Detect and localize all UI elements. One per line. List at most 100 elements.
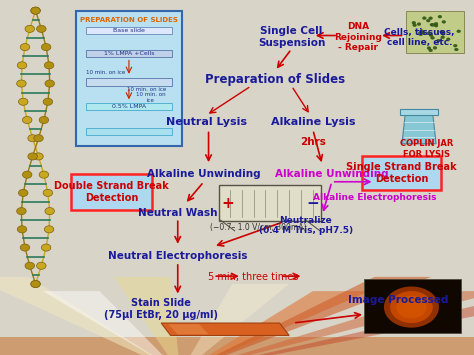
Text: Single Cell
Suspension: Single Cell Suspension (258, 27, 325, 48)
Circle shape (20, 44, 30, 51)
Circle shape (431, 23, 435, 26)
Circle shape (28, 153, 37, 160)
Circle shape (427, 47, 431, 49)
Circle shape (45, 226, 54, 233)
Circle shape (447, 38, 450, 41)
Circle shape (427, 32, 430, 35)
Circle shape (384, 286, 439, 328)
Circle shape (45, 208, 55, 215)
FancyBboxPatch shape (406, 11, 464, 53)
Text: Neutralize
(0.4 M Tris, pH7.5): Neutralize (0.4 M Tris, pH7.5) (259, 216, 353, 235)
FancyBboxPatch shape (219, 185, 321, 221)
Circle shape (453, 44, 457, 47)
Circle shape (438, 15, 442, 18)
Circle shape (441, 32, 445, 35)
Text: Preparation of Slides: Preparation of Slides (205, 73, 345, 86)
Circle shape (41, 44, 51, 51)
FancyBboxPatch shape (86, 103, 172, 110)
Polygon shape (180, 302, 474, 355)
Text: +: + (221, 196, 234, 211)
Polygon shape (43, 291, 180, 355)
Circle shape (34, 135, 43, 142)
Text: −: − (307, 196, 319, 211)
FancyBboxPatch shape (86, 78, 172, 86)
Circle shape (442, 21, 446, 23)
Text: 10 min. on
ice: 10 min. on ice (136, 92, 165, 103)
Circle shape (426, 19, 430, 22)
Polygon shape (180, 277, 431, 355)
Circle shape (20, 244, 30, 251)
Circle shape (17, 62, 27, 69)
Text: 1% LMPA +Cells: 1% LMPA +Cells (104, 51, 154, 56)
Circle shape (43, 189, 53, 196)
Text: Double Strand Break
Detection: Double Strand Break Detection (54, 181, 169, 202)
Circle shape (441, 36, 445, 39)
Text: Alkaline Electrophoresis: Alkaline Electrophoresis (313, 192, 436, 202)
Circle shape (39, 116, 49, 124)
Circle shape (434, 22, 438, 25)
FancyBboxPatch shape (86, 128, 172, 135)
Circle shape (22, 116, 32, 124)
Circle shape (31, 280, 40, 288)
Circle shape (428, 17, 432, 20)
Circle shape (25, 262, 35, 269)
Text: Neutral Wash: Neutral Wash (138, 208, 218, 218)
Text: Neutral Electrophoresis: Neutral Electrophoresis (108, 251, 247, 261)
Polygon shape (180, 284, 289, 355)
Circle shape (455, 48, 458, 51)
Text: Neutral Lysis: Neutral Lysis (166, 118, 246, 127)
Circle shape (17, 226, 27, 233)
Polygon shape (0, 277, 180, 355)
Circle shape (417, 23, 421, 26)
Circle shape (419, 32, 422, 34)
Text: Stain Slide
(75μl EtBr, 20 μg/ml): Stain Slide (75μl EtBr, 20 μg/ml) (104, 298, 218, 320)
FancyBboxPatch shape (0, 337, 474, 355)
Text: DNA
Rejoining
- Repair: DNA Rejoining - Repair (334, 22, 382, 52)
Circle shape (18, 98, 28, 105)
Text: COPLIN JAR
FOR LYSIS: COPLIN JAR FOR LYSIS (400, 140, 453, 159)
Circle shape (429, 49, 433, 52)
Circle shape (25, 25, 35, 32)
Circle shape (34, 153, 43, 160)
FancyBboxPatch shape (76, 11, 182, 146)
FancyBboxPatch shape (400, 109, 438, 115)
Text: Alkaline Unwinding: Alkaline Unwinding (275, 169, 389, 179)
Text: 0.5% LMPA: 0.5% LMPA (112, 104, 146, 109)
Text: Alkaline Unwinding: Alkaline Unwinding (147, 169, 261, 179)
Circle shape (403, 301, 420, 313)
FancyBboxPatch shape (364, 279, 461, 333)
Circle shape (31, 280, 40, 288)
Circle shape (31, 7, 40, 14)
Circle shape (45, 62, 54, 69)
Circle shape (434, 24, 438, 27)
Polygon shape (180, 291, 370, 355)
Circle shape (36, 262, 46, 269)
Polygon shape (402, 114, 436, 144)
FancyBboxPatch shape (86, 27, 172, 34)
FancyBboxPatch shape (86, 50, 172, 57)
Circle shape (412, 21, 416, 24)
Text: 2hrs: 2hrs (300, 137, 326, 147)
Text: (−0.7– 1.0 V/cm, 300mA): (−0.7– 1.0 V/cm, 300mA) (210, 223, 307, 232)
Circle shape (17, 208, 26, 215)
FancyBboxPatch shape (71, 174, 152, 210)
Circle shape (429, 34, 433, 37)
Circle shape (433, 47, 437, 49)
Circle shape (437, 39, 440, 42)
Circle shape (22, 171, 32, 178)
Text: Single Strand Break
Detection: Single Strand Break Detection (346, 162, 457, 184)
Text: Cells, tissues,
cell line, etc.: Cells, tissues, cell line, etc. (384, 28, 455, 47)
Circle shape (28, 135, 37, 142)
Text: 10 min. on ice: 10 min. on ice (86, 70, 125, 75)
Circle shape (457, 30, 461, 33)
Circle shape (421, 31, 425, 34)
Circle shape (430, 23, 434, 26)
Circle shape (431, 37, 435, 39)
Polygon shape (114, 277, 180, 355)
Text: Base slide: Base slide (113, 28, 145, 33)
Circle shape (422, 17, 426, 20)
FancyBboxPatch shape (362, 156, 441, 190)
Circle shape (419, 29, 423, 32)
Circle shape (408, 304, 415, 310)
Text: 10 min. on ice: 10 min. on ice (128, 87, 166, 92)
